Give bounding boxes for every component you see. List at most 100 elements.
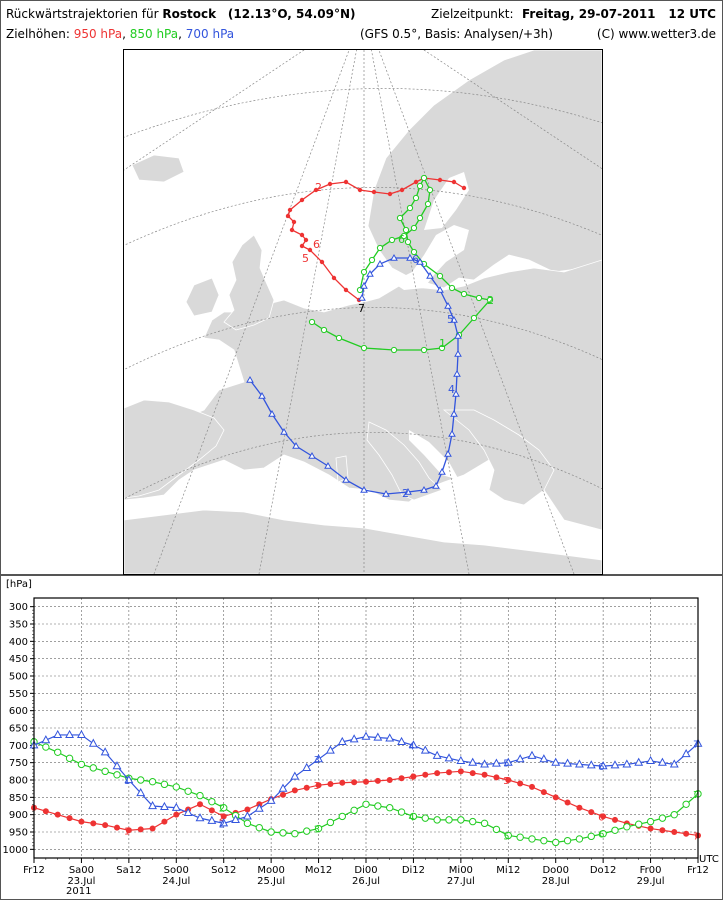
series-point-950-hPa [600,813,607,820]
series-point-950-hPa [564,799,571,806]
series-point-700-hPa [539,754,549,763]
series-point-950-hPa [66,815,73,822]
green-trajectory-marker [436,272,444,280]
map-svg: 2 6 5 7 1 2 6 2 4 5 6 [124,50,602,574]
series-point-950-hPa [540,789,547,796]
series-day-label: 7 [693,831,699,842]
blue-trajectory-marker [390,253,398,261]
header-row-2: Zielhöhen: 950 hPa, 850 hPa, 700 hPa (GF… [6,27,716,41]
series-point-950-hPa [54,811,61,818]
series-point-700-hPa [634,757,644,766]
series-point-700-hPa [112,761,122,770]
series-point-850-hPa [682,800,690,808]
blue-trajectory-marker [376,259,384,267]
series-point-850-hPa [196,791,204,800]
series-point-850-hPa [101,767,109,776]
pressure-chart: [hPa] UTC 2011 300 350 400 450 500 550 600 650 7… [3,579,719,897]
series-point-950-hPa [469,770,476,777]
series-point-950-hPa [552,794,559,801]
blue-trajectory-marker [246,375,254,383]
series-point-850-hPa [279,829,287,837]
sea-bothnia [424,172,469,230]
blue-trajectory-marker [358,293,366,301]
green-trajectory-marker [410,248,418,256]
series-point-950-hPa [137,826,144,833]
graticule [124,50,602,574]
blue-trajectory-marker [454,349,462,357]
blue-trajectory-marker [360,281,368,289]
x-tick-label: Mi00 [449,865,473,876]
series-point-850-hPa [137,776,145,784]
green-trajectory-marker [426,186,434,194]
series-point-950-hPa [351,779,358,786]
series-day-label: 4 [408,812,414,823]
year-label: 2011 [66,886,91,897]
green-trajectory-marker [360,268,368,276]
series-point-850-hPa [635,820,643,828]
series-point-850-hPa [409,812,418,821]
date-label: 27.Jul [447,876,475,887]
blue-trajectory-marker [444,301,452,309]
plot-frame [33,597,699,859]
series-point-950-hPa [291,787,298,794]
series-point-700-hPa [88,738,98,747]
red-trajectory-marker [399,187,405,193]
blue-trajectory-marker [342,475,350,483]
blue-trajectory-marker [404,487,412,495]
green-trajectory-marker [406,204,414,212]
red-trajectory-marker [461,185,467,191]
green-trajectory-marker [420,346,428,354]
blue-trajectory-marker [438,467,446,475]
series-point-700-hPa [586,760,596,769]
y-tick-label: 950 [9,828,28,839]
series-point-700-hPa [290,771,300,780]
red-trajectory-marker [357,187,363,193]
series-point-850-hPa [658,814,667,822]
series-point-850-hPa [65,754,74,763]
series-point-850-hPa [528,835,536,843]
series-point-950-hPa [303,784,310,791]
land-iceland [131,154,185,183]
y-tick-label: 800 [9,776,28,787]
y-tick-label: 1000 [3,845,28,856]
series-point-850-hPa [113,771,121,779]
x-tick-label: Do12 [590,865,617,876]
x-tick-label: Mo00 [257,865,284,876]
series-point-700-hPa [610,760,620,769]
green-trajectory-marker [420,174,428,182]
sea-baltic [392,225,469,290]
series-point-700-hPa [657,757,667,766]
series-point-950-hPa [149,825,156,832]
chart-series: 123456712345671234567 [29,729,703,847]
series-point-850-hPa [291,830,299,838]
target-label: Zielzeitpunkt: [431,7,514,21]
series-point-950-hPa [114,824,120,831]
series-point-850-hPa [160,780,169,789]
x-tick-label: So12 [211,865,236,876]
blue-trajectory-marker [324,461,332,469]
blue-trajectory-marker [453,369,461,377]
series-day-label: 5 [503,831,509,842]
series-point-700-hPa [195,813,205,822]
series-point-950-hPa [517,780,524,787]
series-point-850-hPa [670,810,678,819]
series-point-950-hPa [576,804,583,811]
blue-trajectory-marker [308,451,316,459]
series-point-950-hPa [280,791,286,798]
series-point-700-hPa [622,759,632,768]
y-tick-label: 700 [9,741,28,752]
series-point-700-hPa [480,759,490,768]
series-point-700-hPa [302,762,312,771]
city-coords: (12.13°O, 54.09°N) [227,7,356,21]
blue-trajectory-marker [406,253,414,261]
x-tick-label: Di12 [402,865,425,876]
green-trajectory-marker [486,296,494,304]
series-point-950-hPa [161,818,168,825]
series-point-950-hPa [505,777,512,783]
level-950-label: 950 hPa [73,27,123,41]
blue-trajectory-marker [366,269,374,277]
trajectory-labels: 2 6 5 7 1 2 6 2 4 5 6 [302,181,494,500]
series-point-700-hPa [124,774,134,784]
series-point-950-hPa [327,780,334,787]
blue-trajectory-marker [452,389,460,397]
